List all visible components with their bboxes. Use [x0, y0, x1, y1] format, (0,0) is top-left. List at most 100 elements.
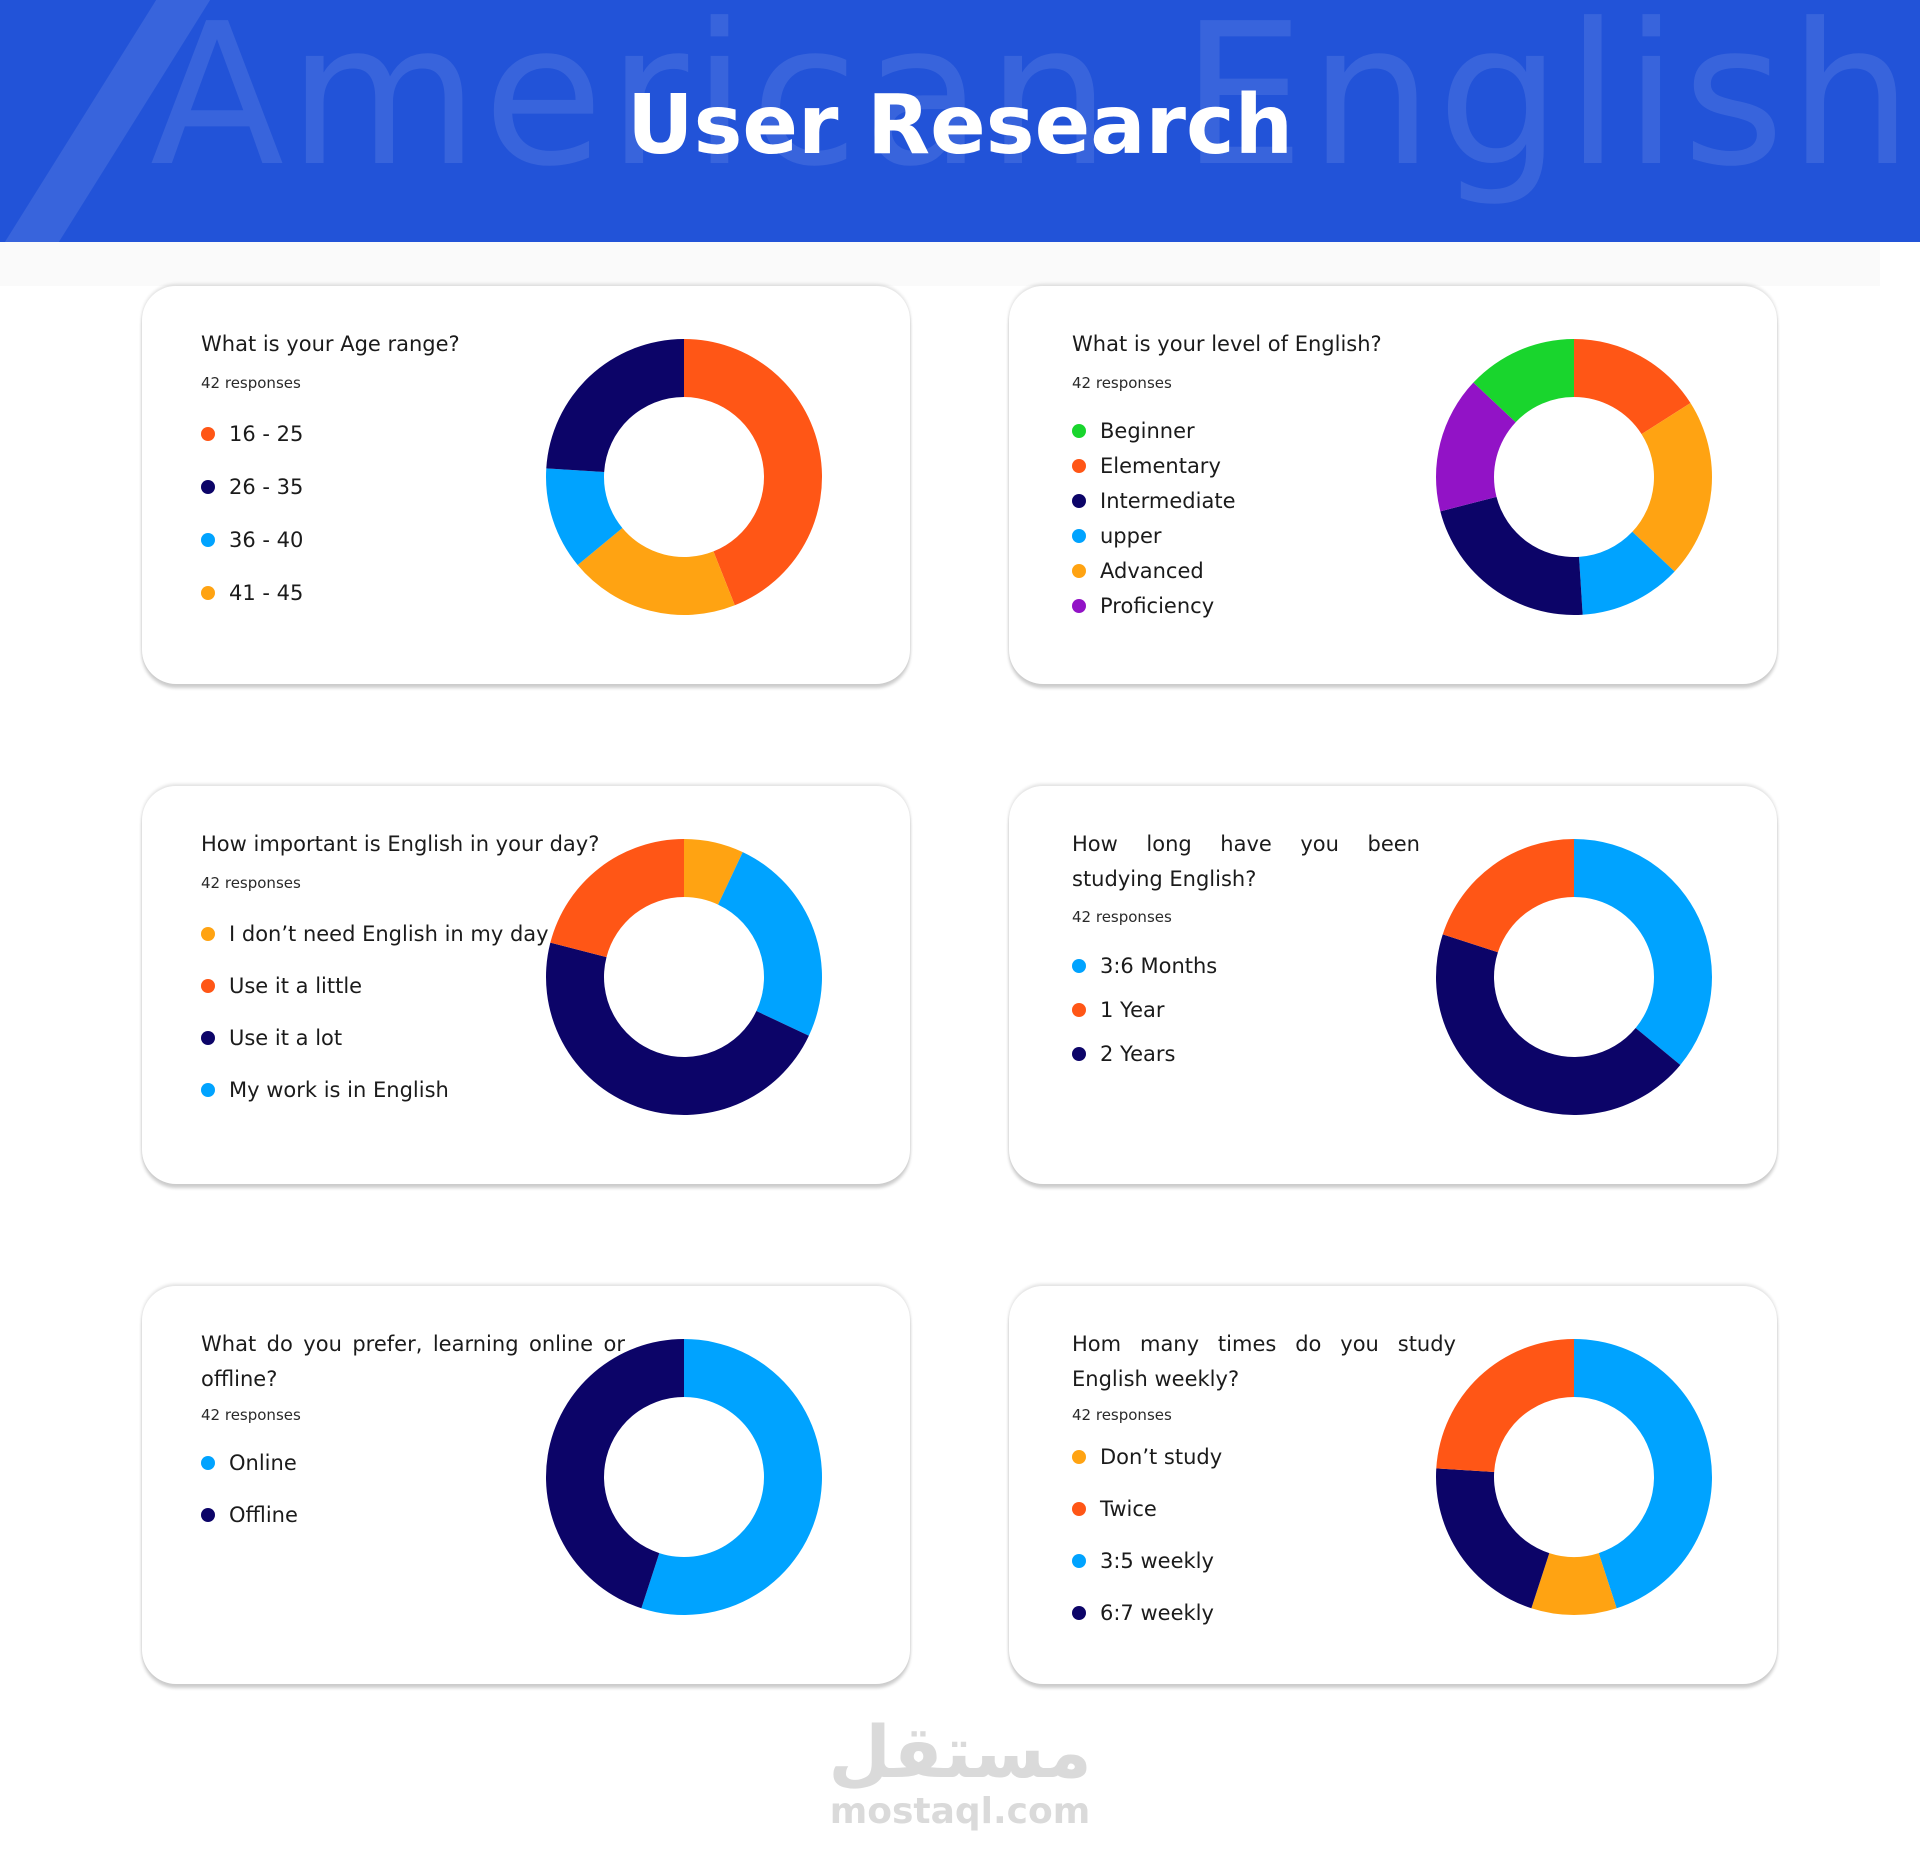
- response-count: 42 responses: [201, 374, 301, 392]
- legend-item: Online: [201, 1451, 297, 1475]
- donut-chart: [546, 339, 822, 615]
- donut-slice: [684, 839, 743, 905]
- legend-item: Proficiency: [1072, 594, 1214, 618]
- footer-logo-text: مستقل: [828, 1710, 1092, 1794]
- legend-dot: [1072, 599, 1086, 613]
- legend-dot: [1072, 1502, 1086, 1516]
- donut-slice: [684, 339, 822, 606]
- legend-dot: [201, 979, 215, 993]
- donut-chart: [546, 839, 822, 1115]
- legend-label: Use it a little: [229, 974, 363, 998]
- chart-card-frequency: Hom many times do you study English week…: [1009, 1286, 1777, 1684]
- legend-dot: [1072, 564, 1086, 578]
- legend-item: 2 Years: [1072, 1042, 1175, 1066]
- footer-logo: مستقل mostaql.com: [0, 1712, 1920, 1832]
- donut-slice: [1436, 934, 1681, 1115]
- legend-label: Twice: [1100, 1497, 1157, 1521]
- legend-label: Offline: [229, 1503, 298, 1527]
- legend-item: My work is in English: [201, 1078, 449, 1102]
- legend-label: upper: [1100, 524, 1162, 548]
- response-count: 42 responses: [1072, 374, 1172, 392]
- legend-label: 26 - 35: [229, 475, 304, 499]
- donut-slice: [1579, 531, 1675, 615]
- chart-card-importance: How important is English in your day? 42…: [142, 786, 910, 1184]
- legend-dot: [1072, 424, 1086, 438]
- legend-label: 1 Year: [1100, 998, 1165, 1022]
- legend-dot: [1072, 1606, 1086, 1620]
- legend-label: 16 - 25: [229, 422, 304, 446]
- question-title: What do you prefer, learning online or o…: [201, 1332, 625, 1391]
- donut-slice: [1442, 839, 1574, 953]
- legend-dot: [1072, 1047, 1086, 1061]
- legend-item: 41 - 45: [201, 581, 303, 605]
- legend-dot: [201, 480, 215, 494]
- donut-slice: [546, 339, 684, 472]
- question-title: How important is English in your day?: [201, 832, 600, 856]
- legend-item: Don’t study: [1072, 1445, 1222, 1469]
- legend-label: 2 Years: [1100, 1042, 1176, 1066]
- legend-label: 41 - 45: [229, 581, 304, 605]
- legend-label: Don’t study: [1100, 1445, 1223, 1469]
- legend-dot: [201, 533, 215, 547]
- legend-dot: [201, 1508, 215, 1522]
- response-count: 42 responses: [1072, 908, 1172, 926]
- donut-slice: [546, 468, 623, 565]
- legend-dot: [201, 586, 215, 600]
- legend-item: upper: [1072, 524, 1162, 548]
- legend-label: Beginner: [1100, 419, 1195, 443]
- legend-item: I don’t need English in my day: [201, 922, 549, 946]
- response-count: 42 responses: [201, 874, 301, 892]
- legend-item: Intermediate: [1072, 489, 1236, 513]
- donut-slice: [577, 527, 735, 615]
- legend-dot: [1072, 529, 1086, 543]
- donut-chart: [1436, 839, 1712, 1115]
- header-watermark: American English: [150, 0, 1917, 210]
- legend-label: Intermediate: [1100, 489, 1236, 513]
- donut-slice: [1632, 403, 1712, 572]
- legend-dot: [1072, 1450, 1086, 1464]
- legend-dot: [1072, 1554, 1086, 1568]
- donut-slice: [1574, 839, 1712, 1065]
- legend-dot: [201, 927, 215, 941]
- donut-chart: [1436, 339, 1712, 615]
- donut-slice: [550, 839, 684, 958]
- donut-chart: [546, 1339, 822, 1615]
- legend-dot: [1072, 1003, 1086, 1017]
- legend-item: Elementary: [1072, 454, 1221, 478]
- question-title: Hom many times do you study English week…: [1072, 1332, 1456, 1391]
- legend-item: Twice: [1072, 1497, 1157, 1521]
- legend-label: I don’t need English in my day: [229, 922, 549, 946]
- donut-slice: [641, 1339, 822, 1615]
- chart-card-age: What is your Age range? 42 responses 16 …: [142, 286, 910, 684]
- legend-dot: [201, 1456, 215, 1470]
- legend-label: 3:5 weekly: [1100, 1549, 1214, 1573]
- legend-item: Use it a little: [201, 974, 362, 998]
- legend-dot: [1072, 459, 1086, 473]
- donut-slice: [1436, 382, 1516, 512]
- header-banner: American English User Research: [0, 0, 1920, 242]
- donut-slice: [1440, 496, 1583, 615]
- donut-slice: [1473, 339, 1574, 423]
- donut-slice: [546, 1339, 684, 1609]
- legend-label: My work is in English: [229, 1078, 449, 1102]
- response-count: 42 responses: [1072, 1406, 1172, 1424]
- header-shadow-band: [0, 242, 1880, 286]
- legend-item: 6:7 weekly: [1072, 1601, 1214, 1625]
- question-title: What is your level of English?: [1072, 332, 1382, 356]
- donut-slice: [1531, 1553, 1617, 1615]
- donut-chart: [1436, 1339, 1712, 1615]
- legend-label: 3:6 Months: [1100, 954, 1218, 978]
- donut-slice: [546, 942, 809, 1115]
- legend-item: 1 Year: [1072, 998, 1165, 1022]
- legend-item: 16 - 25: [201, 422, 303, 446]
- legend-label: Elementary: [1100, 454, 1221, 478]
- legend-item: 3:5 weekly: [1072, 1549, 1214, 1573]
- donut-slice: [1574, 1339, 1712, 1609]
- legend-item: 3:6 Months: [1072, 954, 1217, 978]
- legend-label: 6:7 weekly: [1100, 1601, 1214, 1625]
- legend-label: Proficiency: [1100, 594, 1215, 618]
- question-title: How long have you been studying English?: [1072, 832, 1420, 891]
- donut-slice: [718, 852, 822, 1036]
- chart-card-preference: What do you prefer, learning online or o…: [142, 1286, 910, 1684]
- legend-item: Advanced: [1072, 559, 1204, 583]
